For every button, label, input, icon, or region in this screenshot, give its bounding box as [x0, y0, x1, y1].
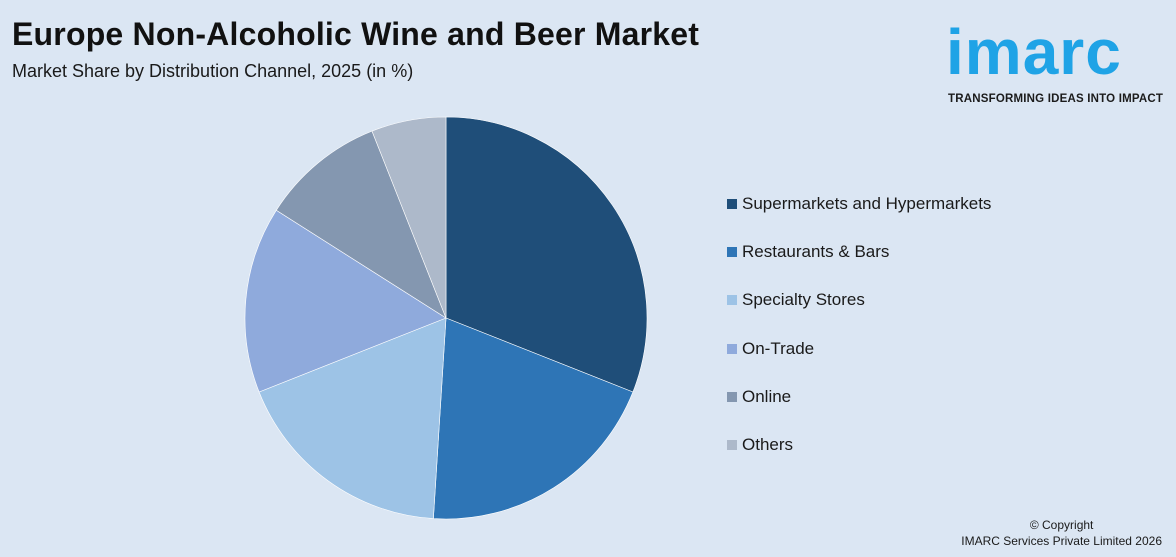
logo-tagline: TRANSFORMING IDEAS INTO IMPACT	[948, 93, 1164, 105]
legend-item: Supermarkets and Hypermarkets	[727, 180, 991, 228]
logo-wordmark: imarc	[946, 16, 1122, 88]
legend-swatch	[727, 343, 737, 354]
legend-label: On-Trade	[742, 338, 815, 358]
legend-swatch	[727, 199, 737, 210]
pie-slice-on-trade	[244, 209, 447, 393]
legend-label: Supermarkets and Hypermarkets	[742, 194, 992, 214]
legend-item: Others	[727, 421, 991, 469]
imarc-logo: imarc TRANSFORMING IDEAS INTO IMPACT	[944, 10, 1172, 110]
legend-swatch	[727, 440, 737, 451]
legend-label: Specialty Stores	[742, 290, 865, 310]
legend-swatch	[727, 295, 737, 306]
chart-title: Europe Non-Alcoholic Wine and Beer Marke…	[12, 16, 700, 52]
pie-slice-supermarkets-and-hypermarkets	[445, 116, 648, 393]
legend-item: Online	[727, 373, 991, 421]
legend-item: On-Trade	[727, 325, 991, 373]
copyright-line-2: IMARC Services Private Limited 2026	[961, 534, 1162, 548]
chart-subtitle: Market Share by Distribution Channel, 20…	[12, 61, 414, 81]
copyright-notice: © Copyright IMARC Services Private Limit…	[961, 517, 1162, 549]
pie-slice-online	[275, 130, 447, 319]
chart-legend: Supermarkets and Hypermarkets Restaurants…	[727, 180, 991, 469]
legend-label: Restaurants & Bars	[742, 242, 890, 262]
pie-slice-specialty-stores	[258, 317, 447, 519]
pie-slice-others	[371, 116, 447, 319]
legend-label: Online	[742, 386, 792, 406]
legend-item: Specialty Stores	[727, 276, 991, 324]
legend-label: Others	[742, 435, 794, 455]
legend-item: Restaurants & Bars	[727, 228, 991, 276]
pie-chart	[244, 116, 648, 520]
legend-swatch	[727, 247, 737, 258]
pie-slice-restaurants-bars	[433, 317, 634, 520]
legend-swatch	[727, 391, 737, 402]
copyright-line-1: © Copyright	[1029, 518, 1094, 532]
